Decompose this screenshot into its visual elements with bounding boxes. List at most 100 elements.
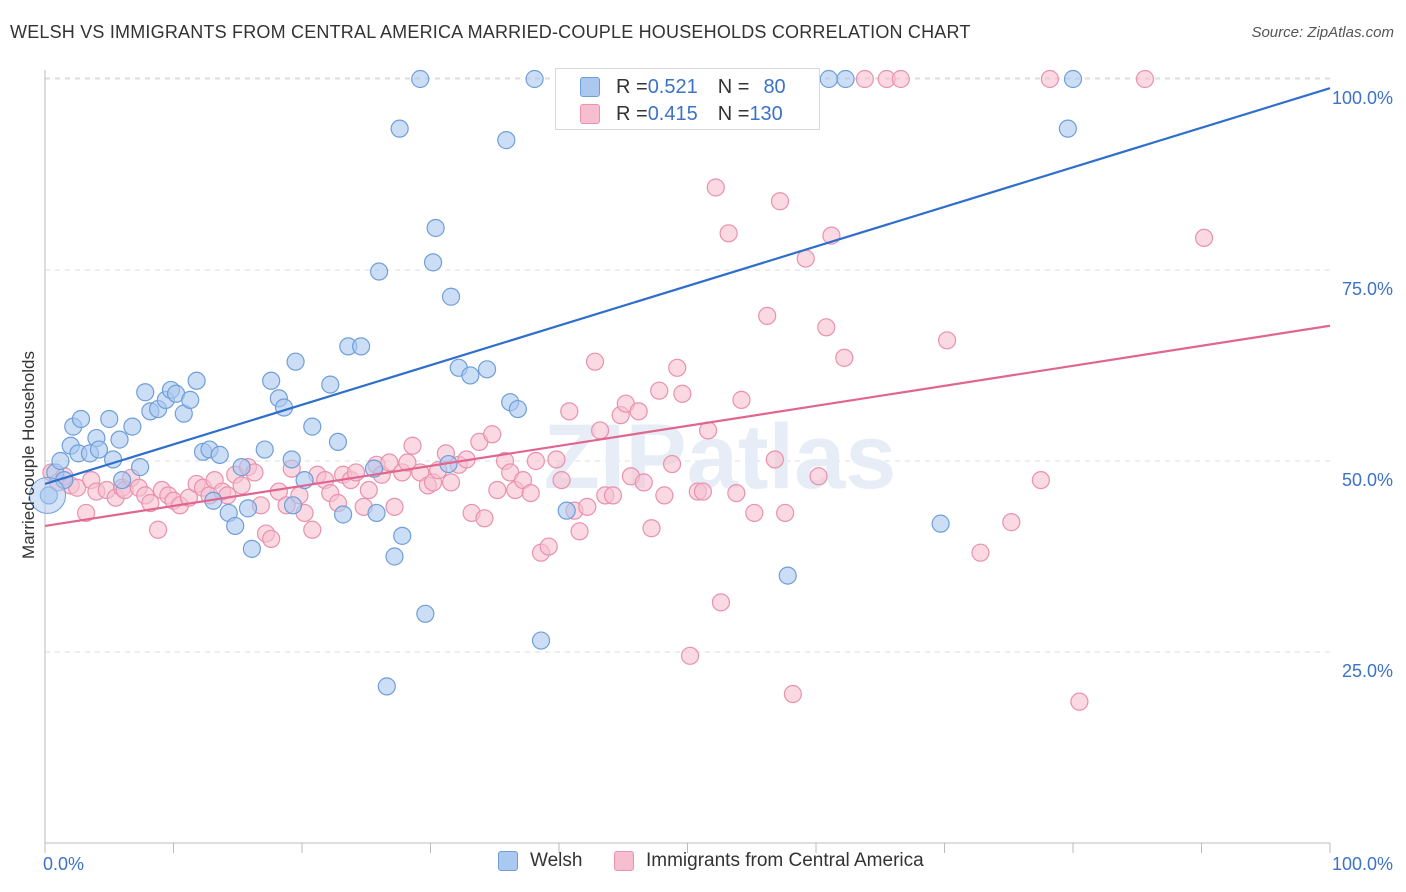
correlation-legend: R = 0.521 N = 80 R = 0.415 N = 130 (555, 68, 820, 130)
data-point (758, 306, 777, 325)
data-point (283, 496, 303, 515)
data-point (242, 539, 261, 558)
data-point (423, 253, 443, 272)
data-point (123, 417, 142, 436)
y-tick-label: 50.0% (1342, 470, 1393, 490)
data-point (552, 471, 571, 490)
data-point (483, 425, 502, 444)
data-point (136, 383, 155, 402)
data-point (321, 375, 340, 394)
legend-r-value: 0.521 (647, 75, 698, 98)
data-point (732, 390, 751, 409)
data-point (370, 262, 389, 281)
y-tick-label: 100.0% (1332, 88, 1393, 108)
data-point (390, 119, 409, 138)
data-point (141, 493, 160, 513)
data-point (328, 432, 348, 451)
chart-title: WELSH VS IMMIGRANTS FROM CENTRAL AMERICA… (10, 22, 971, 42)
data-point (364, 459, 384, 478)
legend-n-label: N = (717, 102, 750, 125)
data-point (29, 476, 67, 514)
data-point (719, 224, 738, 243)
data-point (673, 384, 692, 403)
data-point (238, 499, 258, 518)
trend-line-welsh (44, 87, 1331, 485)
data-point (547, 450, 566, 469)
data-point (557, 501, 576, 520)
legend-n-value: 130 (749, 102, 783, 125)
data-point (255, 440, 274, 459)
data-point (745, 503, 764, 523)
data-point (539, 537, 558, 556)
data-point (817, 318, 836, 337)
data-point (416, 604, 435, 623)
series-immigrants-points (42, 69, 1214, 711)
data-point (262, 529, 281, 549)
legend-swatch-welsh (498, 851, 518, 871)
data-point (385, 547, 404, 566)
data-point (441, 473, 461, 492)
data-point (148, 520, 168, 539)
legend-r-value: 0.415 (647, 102, 698, 125)
data-point (937, 331, 957, 350)
data-point (591, 421, 610, 440)
data-point (1002, 513, 1021, 532)
data-point (1135, 69, 1155, 89)
source-label: Source: ZipAtlas.com (1251, 24, 1394, 41)
series-legend: Welsh Immigrants from Central America (0, 850, 1406, 880)
data-point (380, 453, 399, 472)
data-point (303, 417, 322, 436)
data-point (680, 646, 700, 665)
data-point (110, 430, 129, 449)
data-point (71, 409, 91, 429)
data-point (441, 287, 461, 306)
data-point (835, 348, 854, 367)
data-point (711, 593, 731, 612)
data-point (286, 352, 305, 371)
y-tick-label: 25.0% (1342, 661, 1393, 681)
data-point (891, 69, 910, 89)
data-point (100, 409, 119, 429)
data-point (377, 677, 396, 696)
data-point (385, 497, 404, 516)
data-point (1040, 69, 1059, 89)
data-point (560, 402, 579, 421)
data-point (403, 436, 422, 455)
data-point (461, 366, 480, 385)
y-tick-label: 75.0% (1342, 279, 1393, 299)
axes (44, 70, 1331, 853)
data-point (809, 467, 828, 486)
data-point (727, 483, 746, 503)
legend-swatch-immigrants (580, 104, 600, 124)
grid-lines (45, 77, 1330, 653)
data-point (303, 520, 322, 539)
legend-item-immigrants[interactable]: Immigrants from Central America (614, 850, 924, 872)
data-point (232, 458, 251, 477)
data-point (783, 684, 802, 704)
data-point (367, 503, 386, 523)
data-point (776, 503, 795, 523)
data-point (398, 453, 417, 472)
data-point (232, 476, 251, 495)
data-point (931, 514, 950, 533)
data-point (642, 519, 661, 538)
data-point (282, 450, 301, 469)
data-point (1194, 228, 1214, 248)
data-point (359, 480, 378, 500)
data-point (629, 402, 648, 421)
data-point (497, 131, 516, 150)
data-point (778, 566, 797, 585)
data-point (836, 69, 855, 89)
data-point (655, 486, 674, 505)
data-point (662, 454, 682, 474)
x-tick-label: 100.0% (1332, 854, 1393, 874)
data-point (51, 451, 70, 471)
trend-line-immigrants (44, 324, 1331, 528)
legend-swatch-immigrants (614, 851, 634, 871)
data-point (650, 381, 669, 400)
legend-item-welsh[interactable]: Welsh (498, 850, 582, 872)
data-point (531, 631, 551, 650)
data-point (765, 450, 784, 469)
data-point (181, 390, 200, 409)
data-point (819, 69, 838, 89)
